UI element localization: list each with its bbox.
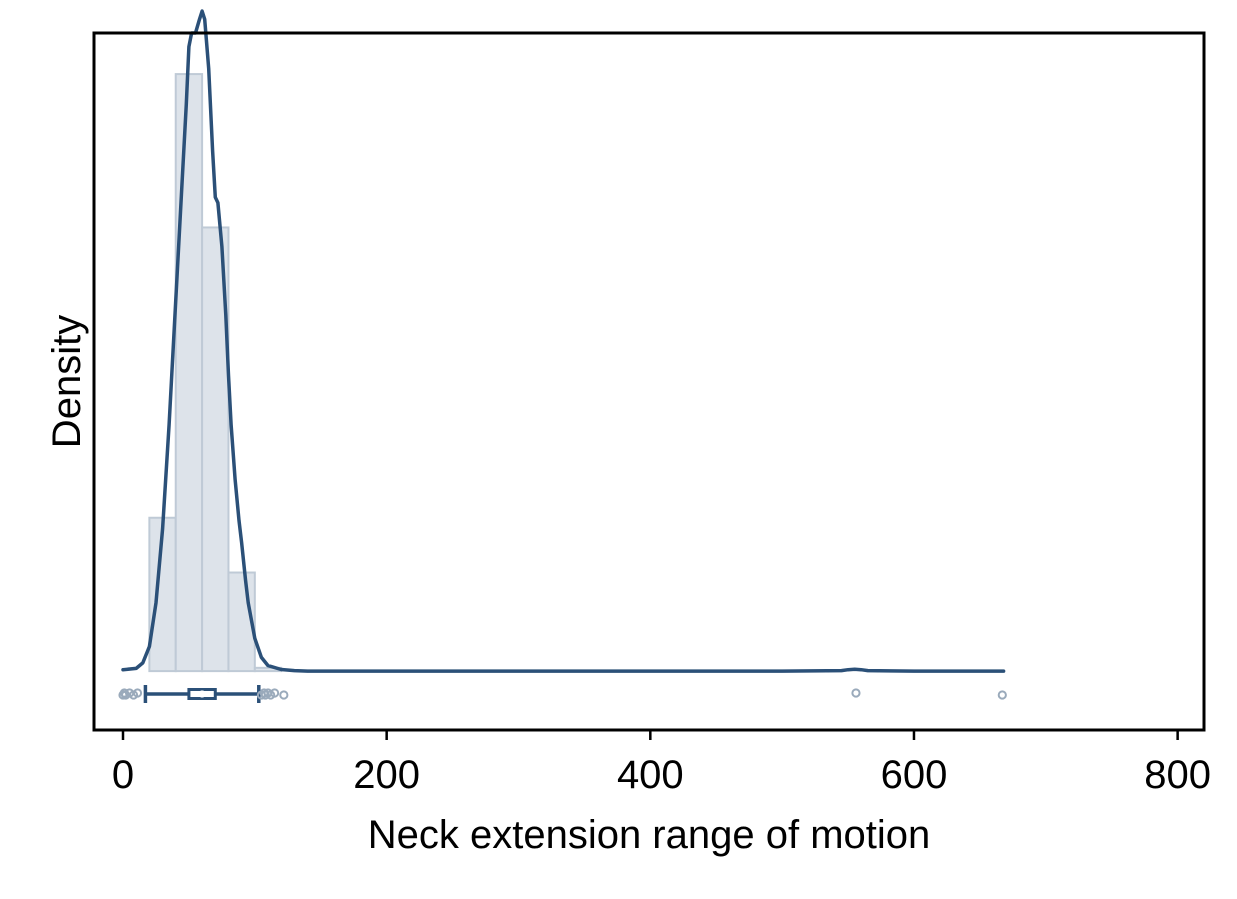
outlier-point-12: [279, 690, 289, 700]
y-axis-title: Density: [45, 315, 89, 448]
outlier-point-5: [132, 688, 143, 698]
x-tick-label-1: 200: [353, 753, 420, 797]
plot-frame: [92, 31, 1206, 732]
outlier-points: [118, 688, 1007, 700]
histogram-bar-1: [174, 73, 204, 673]
x-axis-ticks: 0 200 400 600 800: [112, 730, 1211, 797]
x-axis-title: Neck extension range of motion: [368, 813, 931, 857]
box-plot: [143, 685, 261, 703]
x-tick-label-4: 800: [1144, 753, 1211, 797]
outlier-point-11: [270, 688, 280, 698]
x-tick-label-3: 600: [881, 753, 948, 797]
density-curve-layer: [121, 9, 1006, 673]
x-tick-label-2: 400: [617, 753, 684, 797]
outlier-point-13: [851, 688, 861, 698]
density-curve-line: [121, 9, 1006, 673]
outlier-point-14: [997, 690, 1007, 700]
histogram-bars: [148, 73, 283, 673]
x-tick-label-0: 0: [112, 753, 134, 797]
